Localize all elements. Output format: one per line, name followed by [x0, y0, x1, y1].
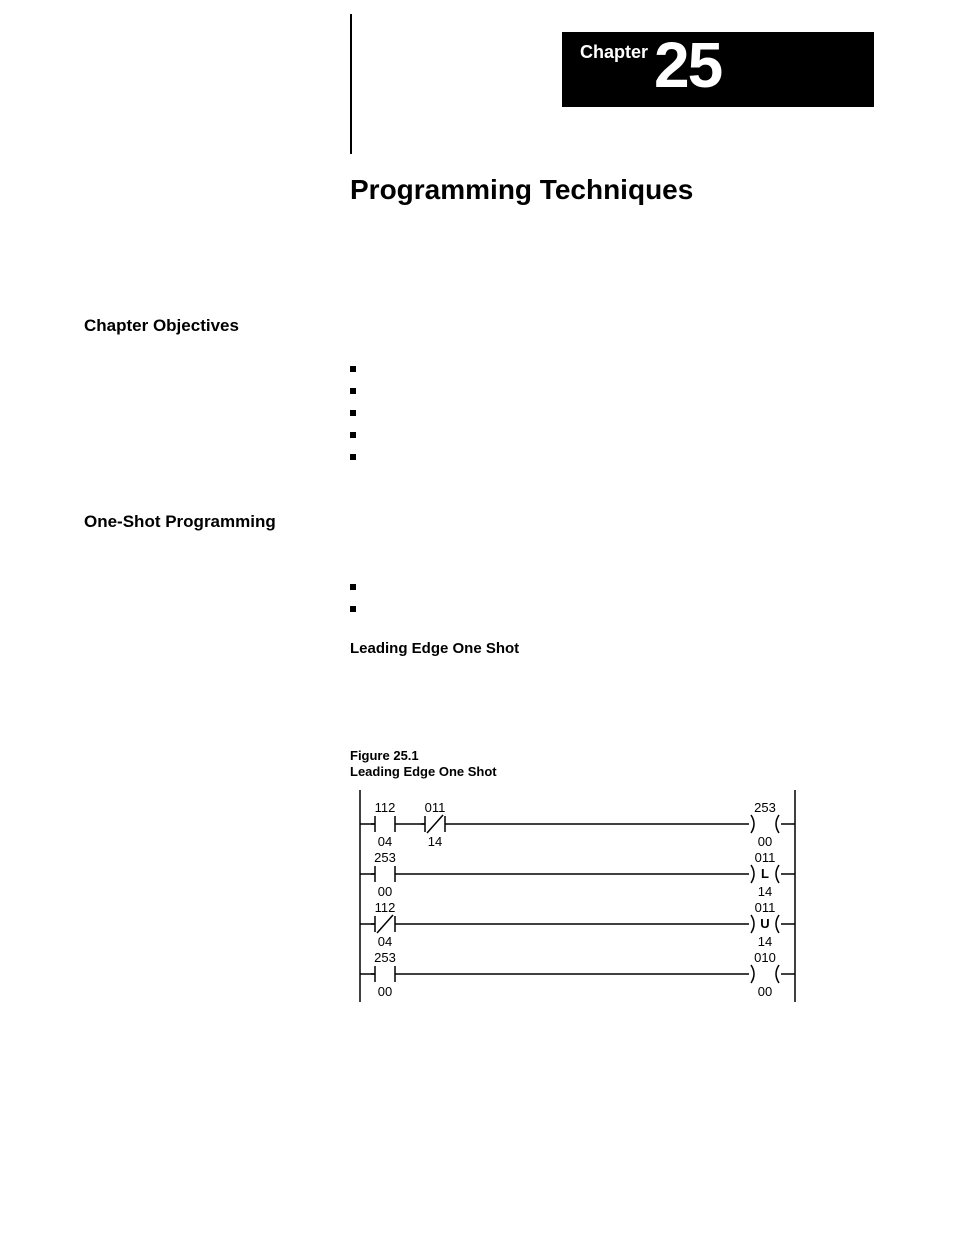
bullet-item: [350, 598, 830, 620]
svg-text:00: 00: [378, 984, 392, 999]
bullet-item: [350, 380, 830, 402]
svg-text:112: 112: [375, 800, 396, 815]
side-heading-objectives: Chapter Objectives: [84, 316, 239, 336]
svg-text:00: 00: [758, 984, 772, 999]
svg-text:00: 00: [758, 834, 772, 849]
figure-title: Leading Edge One Shot: [350, 764, 497, 780]
bullet-item: [350, 576, 830, 598]
bullet-item: [350, 446, 830, 468]
svg-text:04: 04: [378, 934, 392, 949]
svg-text:011: 011: [755, 850, 776, 865]
objectives-bullets: [350, 358, 830, 468]
chapter-label: Chapter: [580, 42, 648, 63]
chapter-number: 25: [654, 28, 721, 102]
svg-text:U: U: [760, 916, 769, 931]
svg-text:112: 112: [375, 900, 396, 915]
sub-heading-leading-edge: Leading Edge One Shot: [350, 640, 519, 657]
svg-text:253: 253: [374, 850, 396, 865]
ladder-diagram: 11204011142530025300L0111411204U01114253…: [355, 790, 805, 1002]
page-title: Programming Techniques: [350, 174, 693, 206]
svg-text:14: 14: [758, 884, 772, 899]
header-vertical-rule: [350, 14, 352, 154]
svg-text:14: 14: [428, 834, 442, 849]
side-heading-oneshot: One-Shot Programming: [84, 512, 276, 532]
svg-text:04: 04: [378, 834, 392, 849]
oneshot-bullets: [350, 576, 830, 620]
bullet-item: [350, 358, 830, 380]
svg-text:253: 253: [754, 800, 776, 815]
svg-text:011: 011: [755, 900, 776, 915]
bullet-item: [350, 424, 830, 446]
svg-text:010: 010: [754, 950, 776, 965]
svg-text:00: 00: [378, 884, 392, 899]
figure-caption: Figure 25.1 Leading Edge One Shot: [350, 748, 497, 781]
svg-text:011: 011: [425, 800, 446, 815]
figure-number: Figure 25.1: [350, 748, 497, 764]
svg-text:14: 14: [758, 934, 772, 949]
svg-text:L: L: [761, 866, 769, 881]
svg-text:253: 253: [374, 950, 396, 965]
bullet-item: [350, 402, 830, 424]
chapter-badge: Chapter 25: [562, 32, 874, 107]
